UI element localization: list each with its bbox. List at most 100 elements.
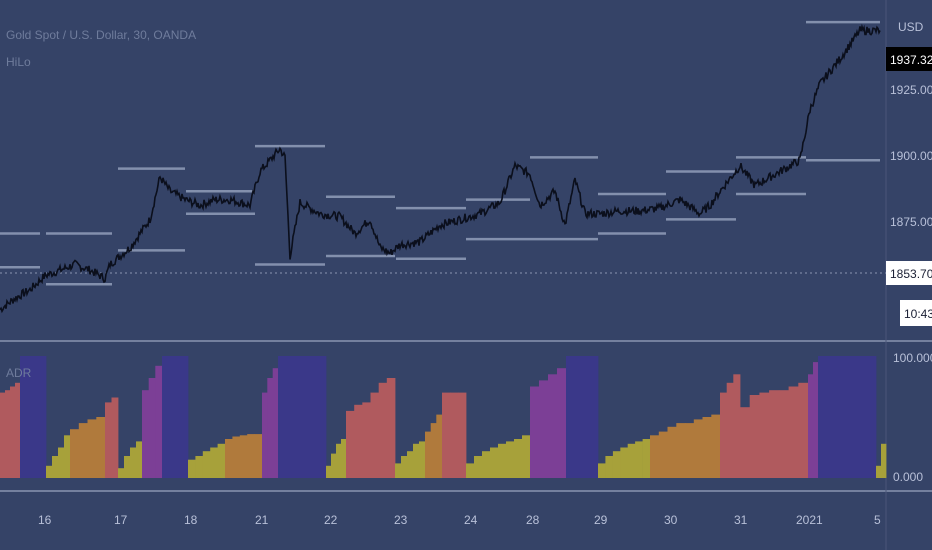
adr-bar — [685, 423, 695, 478]
adr-bar — [808, 374, 814, 478]
indicator-label-hilo[interactable]: HiLo — [6, 55, 31, 69]
adr-bar — [548, 374, 558, 478]
adr-bar — [798, 382, 809, 478]
adr-bar — [506, 441, 515, 478]
adr-bar — [612, 451, 621, 478]
adr-bar — [642, 439, 651, 478]
adr-bar — [425, 431, 432, 478]
adr-bar — [876, 465, 882, 478]
adr-bar — [635, 441, 643, 478]
adr-bar — [148, 378, 156, 478]
adr-bars — [0, 356, 887, 478]
adr-bar — [557, 368, 567, 478]
x-tick-label: 18 — [184, 513, 198, 527]
adr-bar — [130, 447, 137, 478]
adr-bar — [522, 435, 531, 478]
x-tick-label: 2021 — [796, 513, 823, 527]
adr-bar — [693, 419, 703, 478]
countdown-badge — [900, 300, 932, 326]
x-tick-label: 5 — [874, 513, 881, 527]
adr-bar — [118, 468, 125, 478]
adr-bar — [188, 459, 196, 478]
price-tick-label: 1900.000 — [890, 149, 932, 163]
adr-bar — [605, 456, 614, 478]
adr-bar — [720, 392, 728, 478]
adr-bar — [362, 402, 371, 478]
adr-bar — [370, 392, 380, 478]
adr-bar — [10, 386, 16, 478]
price-tick-label: 1925.000 — [890, 83, 932, 97]
adr-bar — [650, 435, 660, 478]
x-tick-label: 30 — [664, 513, 678, 527]
symbol-title[interactable]: Gold Spot / U.S. Dollar, 30, OANDA — [6, 28, 196, 42]
adr-bar — [105, 402, 112, 478]
adr-bar — [627, 443, 636, 478]
adr-bar — [759, 392, 770, 478]
x-tick-label: 29 — [594, 513, 608, 527]
adr-bar — [733, 374, 741, 478]
x-tick-label: 16 — [38, 513, 52, 527]
adr-bar — [482, 451, 491, 478]
x-tick-label: 22 — [324, 513, 338, 527]
crosshair-price-badge — [886, 261, 932, 285]
adr-bar — [386, 378, 396, 478]
adr-bar — [267, 378, 273, 478]
adr-bar — [70, 429, 80, 478]
adr-tick-label: 100.000 — [893, 351, 932, 365]
adr-bar — [336, 443, 342, 478]
adr-bar — [749, 395, 760, 478]
price-axis-unit: USD — [898, 20, 924, 34]
adr-bar — [818, 356, 877, 478]
adr-bar — [474, 456, 483, 478]
crosshair-price-label: 1853.705 — [890, 267, 932, 281]
hilo-levels — [0, 20, 880, 286]
adr-bar — [598, 463, 606, 478]
adr-bar — [58, 447, 65, 478]
adr-bar — [217, 443, 226, 478]
adr-bar — [225, 439, 233, 478]
adr-bar — [769, 390, 780, 478]
x-tick-label: 23 — [394, 513, 408, 527]
adr-bar — [566, 356, 599, 478]
adr-bar — [450, 392, 459, 478]
adr-bar — [111, 397, 119, 478]
adr-bar — [413, 443, 420, 478]
adr-bar — [711, 414, 721, 478]
adr-bar — [401, 456, 408, 478]
adr-bar — [239, 435, 248, 478]
adr-bar — [331, 453, 337, 478]
adr-bar — [436, 414, 443, 478]
adr-bar — [740, 407, 751, 478]
adr-bar — [78, 423, 88, 478]
adr-bar — [52, 456, 59, 478]
adr-bar — [667, 426, 677, 478]
adr-bar — [64, 435, 71, 478]
adr-bar — [262, 392, 268, 478]
adr-bar — [124, 456, 131, 478]
adr-bar — [232, 436, 241, 478]
adr-bar — [813, 362, 819, 478]
adr-bar — [726, 382, 734, 478]
adr-bar — [142, 390, 150, 478]
adr-tick-label: 0.000 — [893, 470, 923, 484]
adr-bar — [0, 392, 6, 478]
adr-bar — [620, 447, 629, 478]
x-tick-label: 31 — [734, 513, 748, 527]
adr-bar — [378, 382, 388, 478]
adr-bar — [407, 451, 414, 478]
adr-bar — [278, 356, 327, 478]
adr-bar — [202, 451, 211, 478]
price-series-line — [0, 23, 881, 314]
adr-bar — [676, 423, 686, 478]
price-tick-label: 1875.000 — [890, 215, 932, 229]
adr-bar — [20, 356, 47, 478]
adr-bar — [466, 463, 475, 478]
indicator-label-adr[interactable]: ADR — [6, 366, 32, 380]
adr-bar — [539, 380, 549, 478]
adr-bar — [326, 465, 332, 478]
adr-bar — [788, 386, 799, 478]
last-price-badge — [886, 47, 932, 71]
x-tick-label: 17 — [114, 513, 128, 527]
